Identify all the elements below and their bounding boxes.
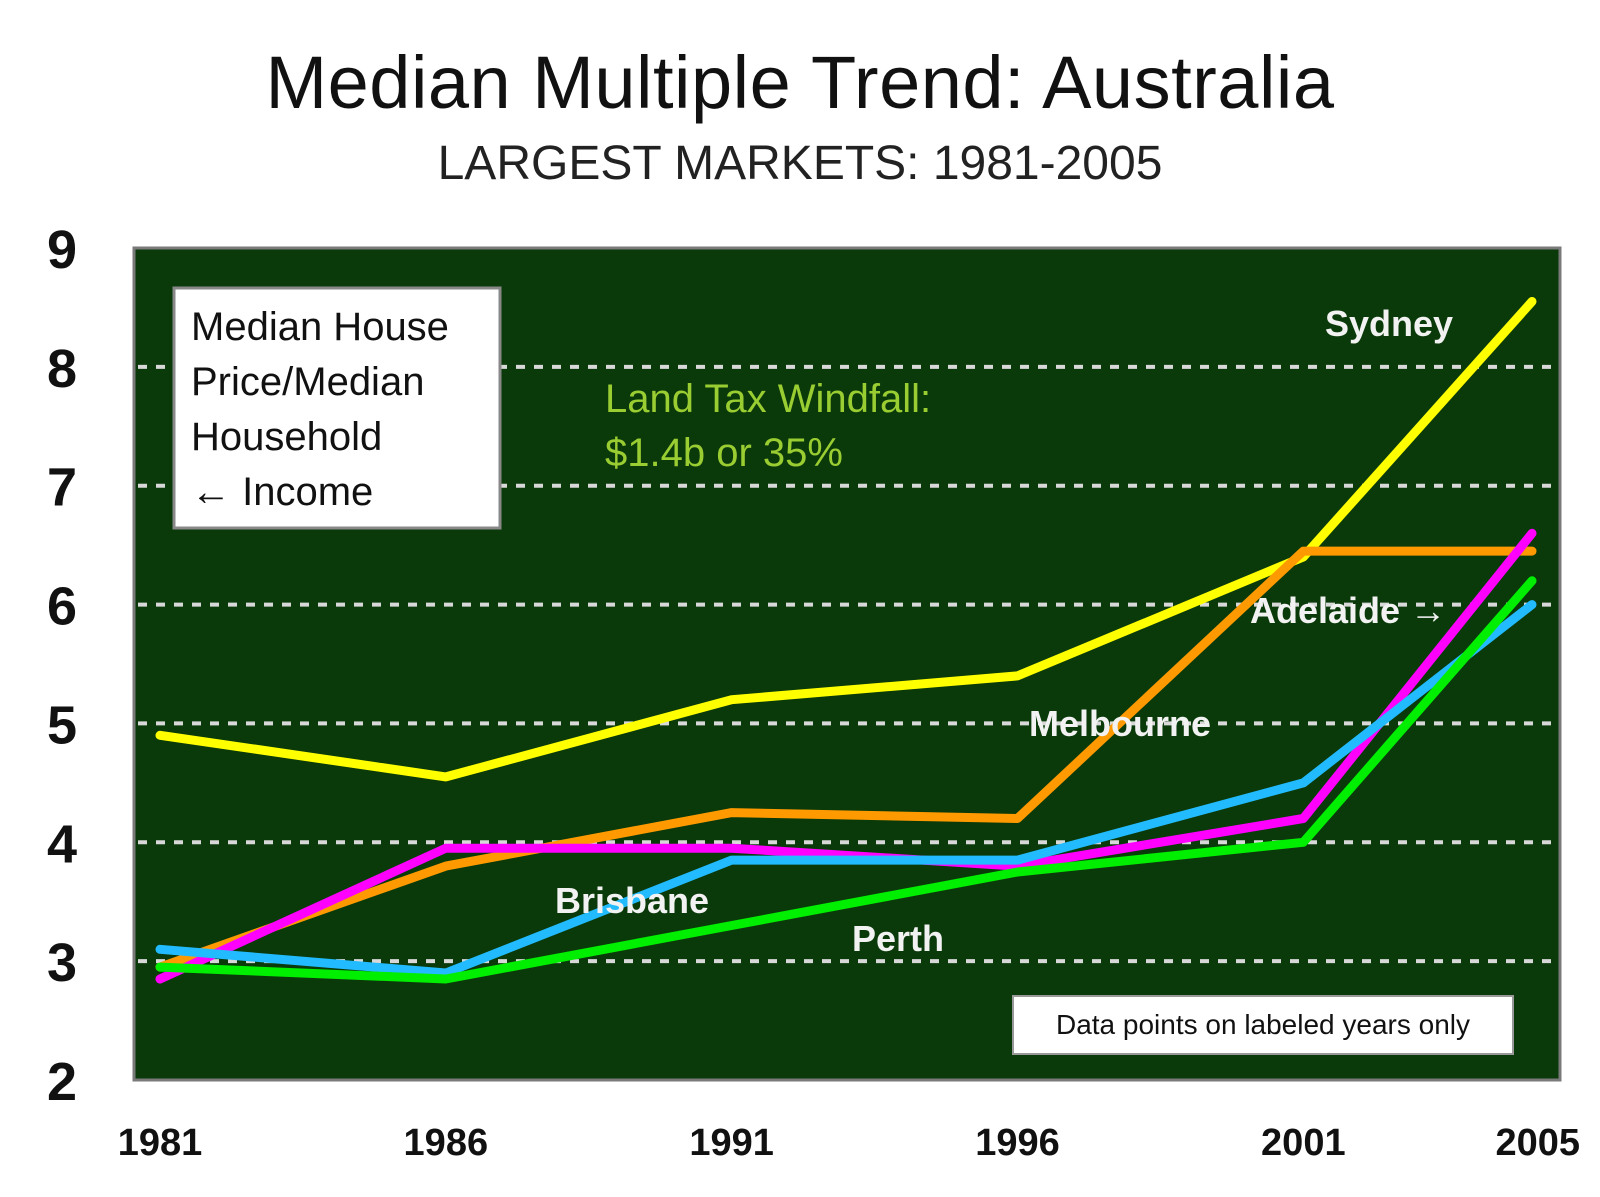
windfall-annotation-line-2: $1.4b or 35%: [605, 431, 843, 475]
label-adelaide: Adelaide →: [1250, 590, 1446, 631]
y-tick-label: 9: [47, 220, 77, 280]
x-tick-label: 2001: [1261, 1122, 1346, 1164]
y-tick-label: 6: [47, 577, 77, 637]
x-tick-label: 1981: [118, 1122, 203, 1164]
x-tick-label: 1996: [975, 1122, 1060, 1164]
series-line-melbourne: [155, 546, 1537, 972]
series-line-sydney: [155, 297, 1537, 782]
y-tick-label: 3: [47, 933, 77, 993]
label-perth: Perth: [852, 918, 944, 959]
x-axis-ticks: 1981 1986 1991 1996 2001 2005: [118, 1122, 1580, 1164]
legend-box-frame: [172, 286, 502, 530]
windfall-annotation-line-1: Land Tax Windfall:: [605, 377, 931, 421]
note-text: Data points on labeled years only: [1056, 1009, 1470, 1040]
series-line-brisbane: [155, 600, 1537, 978]
x-tick-label: 2005: [1495, 1122, 1580, 1164]
y-tick-label: 4: [47, 814, 77, 874]
note-box-frame: [1012, 995, 1514, 1055]
y-tick-label: 7: [47, 458, 77, 518]
chart-title: Median Multiple Trend: Australia: [265, 41, 1335, 124]
note-box: Data points on labeled years only: [1012, 995, 1514, 1055]
label-brisbane: Brisbane: [555, 880, 709, 921]
legend-box-line-1: Median House: [191, 305, 449, 349]
chart-subtitle: LARGEST MARKETS: 1981-2005: [437, 137, 1163, 190]
legend-box-line-3: Household: [191, 415, 382, 459]
label-melbourne: Melbourne: [1029, 703, 1211, 744]
legend-box: Median House Price/Median Household ← In…: [172, 286, 502, 530]
label-sydney: Sydney: [1325, 303, 1453, 344]
y-axis-ticks: 2 3 4 5 6 7 8 9: [47, 220, 77, 1112]
series-lines: [155, 297, 1537, 984]
series-line-perth: [155, 576, 1537, 984]
y-tick-label: 5: [47, 695, 77, 755]
y-tick-label: 8: [47, 339, 77, 399]
legend-box-line-2: Price/Median: [191, 360, 424, 404]
y-tick-label: 2: [47, 1052, 77, 1112]
x-tick-label: 1991: [689, 1122, 774, 1164]
legend-box-line-4: ← Income: [191, 470, 373, 514]
x-tick-label: 1986: [404, 1122, 489, 1164]
